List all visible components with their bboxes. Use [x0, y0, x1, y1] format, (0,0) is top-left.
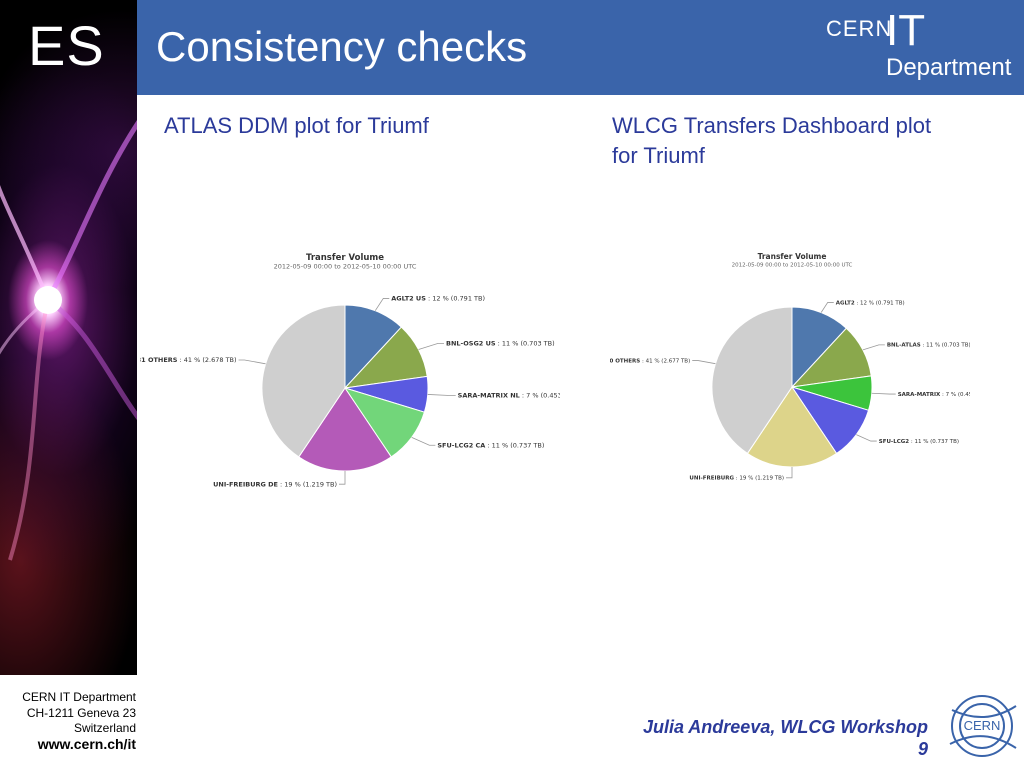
slice-label: SARA-MATRIX : 7 % (0.453 TB): [898, 392, 970, 398]
footer-country: Switzerland: [73, 721, 136, 735]
pie-slice: [791, 306, 848, 389]
slice-leader-line: [862, 344, 885, 351]
chart-title: Transfer Volume: [306, 253, 384, 263]
slice-label: BNL-OSG2 US : 11 % (0.703 TB): [446, 340, 555, 348]
slice-leader-line: [339, 471, 346, 485]
logo-department-text: Department: [886, 54, 1012, 81]
sidebar-plasma-image: ES: [0, 0, 137, 675]
slice-leader-line: [418, 342, 445, 350]
pie-chart-wlcg-dashboard: Transfer Volume 2012-05-09 00:00 to 2012-…: [610, 252, 970, 482]
chart-subtitle: 2012-05-09 00:00 to 2012-05-10 00:00 UTC: [732, 263, 853, 269]
footer-author: Julia Andreeva, WLCG Workshop: [642, 717, 928, 737]
footer-credit: Julia Andreeva, WLCG Workshop 9: [643, 716, 928, 760]
slice-leader-line: [856, 434, 877, 442]
slice-label: AGLT2 : 12 % (0.791 TB): [836, 300, 905, 306]
slice-label: 30 OTHERS : 41 % (2.677 TB): [610, 358, 690, 364]
pie-slice: [261, 304, 346, 458]
header-bar: [137, 0, 1024, 95]
slice-label: SFU-LCG2 CA : 11 % (0.737 TB): [437, 441, 544, 449]
cern-badge-text: CERN: [964, 718, 1001, 733]
caption-wlcg-dashboard: WLCG Transfers Dashboard plot for Triumf: [612, 113, 932, 168]
slice-leader-line: [411, 437, 436, 446]
footer-street: CH-1211 Geneva 23: [26, 705, 136, 720]
pie-slice: [344, 304, 403, 390]
slice-label: SFU-LCG2 : 11 % (0.737 TB): [879, 439, 959, 445]
slice-leader-line: [820, 302, 834, 313]
pie-slice: [298, 387, 392, 472]
footer-url[interactable]: www.cern.ch/it: [37, 735, 136, 752]
slice-label: UNI-FREIBURG : 19 % (1.219 TB): [689, 476, 784, 482]
slice-label: BNL-ATLAS : 11 % (0.703 TB): [887, 343, 970, 349]
logo-it-text: IT: [886, 6, 926, 55]
slice-label: UNI-FREIBURG DE : 19 % (1.219 TB): [213, 480, 337, 488]
chart-title: Transfer Volume: [758, 252, 827, 261]
slice-label: AGLT2 US : 12 % (0.791 TB): [391, 295, 485, 303]
page-number: 9: [917, 739, 928, 759]
slice-label: 31 OTHERS : 41 % (2.678 TB): [140, 356, 237, 364]
slice-leader-line: [374, 298, 390, 311]
caption-atlas-ddm: ATLAS DDM plot for Triumf: [164, 113, 429, 138]
slice-leader-line: [692, 360, 716, 365]
slice-leader-line: [238, 359, 266, 365]
footer-address: CERN IT Department CH-1211 Geneva 23 Swi…: [0, 690, 136, 752]
logo-cern-text: CERN: [826, 16, 893, 41]
section-label: ES: [28, 14, 105, 77]
slice-label: SARA-MATRIX NL : 7 % (0.453 TB): [458, 392, 560, 400]
chart-subtitle: 2012-05-09 00:00 to 2012-05-10 00:00 UTC: [274, 263, 417, 271]
plasma-filaments: [0, 120, 137, 561]
pie-slice: [746, 386, 838, 468]
slice-leader-line: [427, 394, 456, 396]
cern-logo-icon: CERN: [949, 695, 1017, 757]
slice-leader-line: [871, 392, 896, 395]
slice-leader-line: [786, 467, 793, 479]
footer-org: CERN IT Department: [22, 690, 136, 704]
page-title: Consistency checks: [156, 23, 528, 70]
